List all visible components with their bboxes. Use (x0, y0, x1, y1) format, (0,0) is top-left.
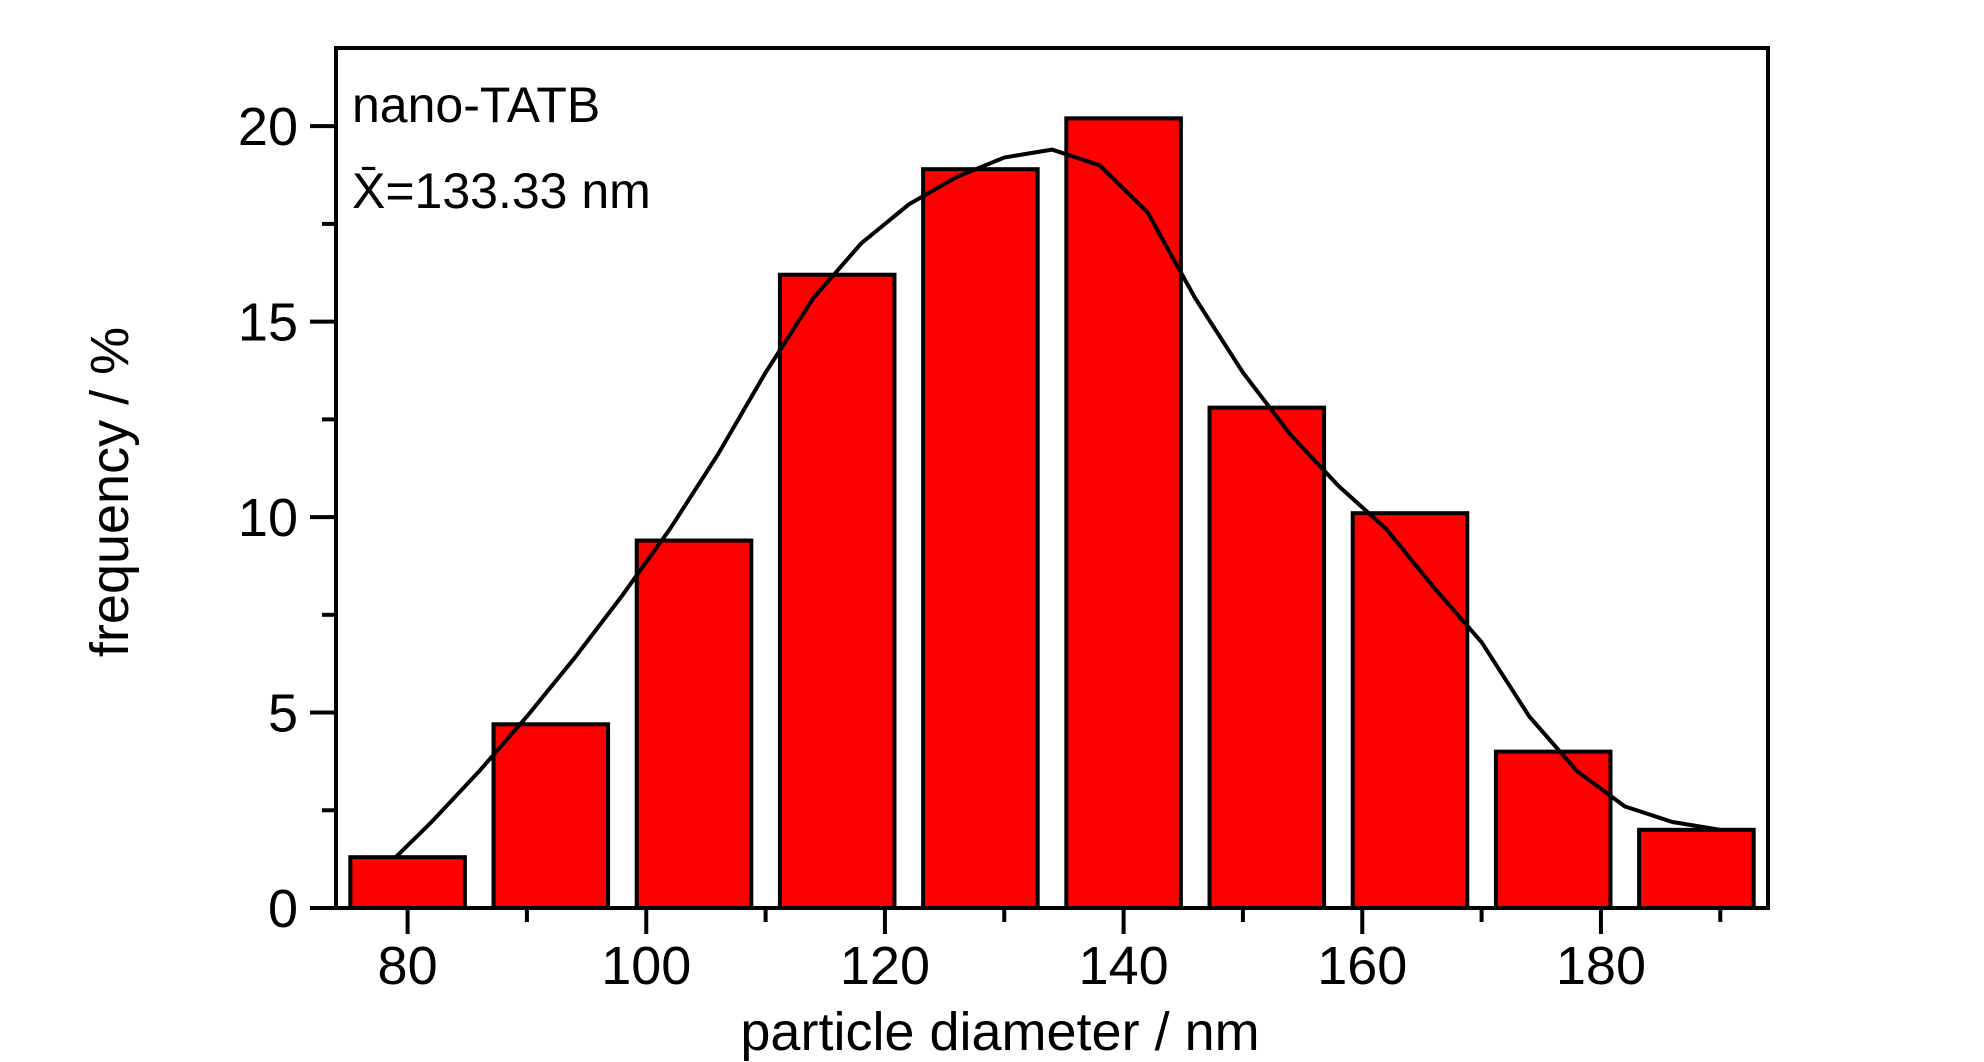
x-tick-label-140: 140 (1079, 936, 1169, 996)
bar-104 (634, 538, 754, 911)
bar-128 (921, 167, 1040, 910)
y-tick-label-10: 10 (238, 488, 298, 548)
bar-group (348, 116, 1756, 911)
x-axis-title: particle diameter / nm (740, 1002, 1259, 1062)
x-tick-label-120: 120 (840, 936, 930, 996)
x-tick-label-160: 160 (1317, 936, 1407, 996)
y-tick-label-5: 5 (268, 684, 298, 744)
y-tick-label-20: 20 (238, 97, 298, 157)
bar-140 (1064, 116, 1183, 910)
annotation-sample-name: nano-TATB (352, 77, 600, 133)
annotation-mean-diameter: X̄=133.33 nm (352, 163, 651, 219)
x-tick-label-80: 80 (378, 936, 438, 996)
bar-116 (777, 272, 897, 910)
y-tick-label-15: 15 (238, 293, 298, 353)
gaussian-fit-curve (394, 147, 1721, 859)
y-axis-title: frequency / % (80, 327, 140, 657)
x-axis-ticks: 80 100 120 140 160 180 (378, 908, 1723, 996)
bar-164 (1350, 511, 1470, 910)
bar-80 (348, 855, 467, 911)
x-tick-label-100: 100 (601, 936, 691, 996)
bar-152 (1207, 405, 1327, 910)
bar-92 (491, 722, 611, 910)
y-tick-label-0: 0 (268, 879, 298, 939)
x-tick-label-180: 180 (1556, 936, 1646, 996)
bar-176 (1493, 749, 1613, 910)
plot-frame (334, 46, 1770, 910)
bar-188 (1637, 827, 1756, 910)
y-axis-ticks: 0 5 10 15 20 (238, 97, 336, 939)
